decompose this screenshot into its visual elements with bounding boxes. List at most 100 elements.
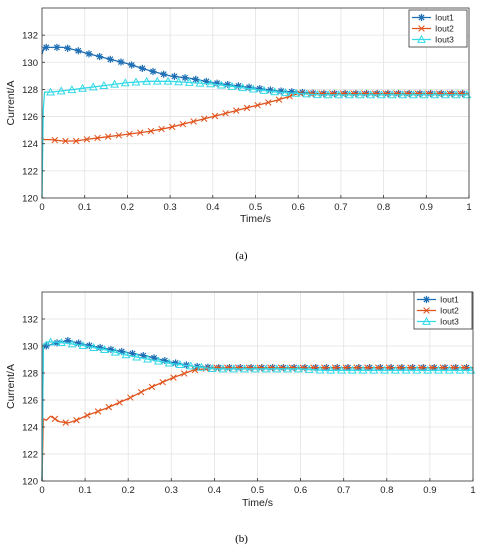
data-point [283, 364, 293, 373]
data-point [138, 64, 146, 72]
data-point [132, 352, 142, 361]
data-point [88, 82, 98, 91]
data-point [116, 399, 123, 406]
y-tick-label: 126 [22, 396, 38, 407]
legend-item-iout2: Iout2 [417, 306, 459, 316]
legend-item-iout3: Iout3 [417, 317, 459, 327]
data-point [191, 366, 199, 374]
data-point [181, 74, 189, 82]
legend-item-iout2: Iout2 [412, 24, 454, 34]
series-iout3 [41, 337, 476, 482]
data-point [126, 130, 133, 138]
data-point [100, 345, 109, 354]
data-point [117, 58, 125, 66]
data-point [201, 115, 208, 122]
data-point [321, 364, 328, 371]
data-point [428, 364, 436, 371]
data-point [94, 408, 102, 415]
data-point [364, 364, 371, 371]
x-tick-label: 0.9 [420, 202, 433, 213]
panel-a-caption: (a) [235, 250, 248, 262]
data-point [110, 347, 120, 356]
data-point [152, 76, 162, 85]
data-point [334, 90, 344, 99]
y-axis-label: Current/A [5, 364, 17, 409]
x-tick-label: 0 [39, 202, 44, 213]
data-point [270, 87, 280, 96]
data-point [451, 90, 461, 99]
data-point [434, 365, 443, 374]
data-point [115, 132, 123, 139]
data-point [186, 361, 196, 370]
data-point [139, 351, 147, 360]
data-point [128, 61, 136, 69]
data-point [56, 337, 66, 347]
y-tick-label: 128 [22, 85, 38, 96]
data-point [385, 364, 393, 371]
data-point [142, 76, 152, 85]
x-axis-label: Time/s [242, 497, 273, 509]
data-point [42, 342, 50, 350]
data-point [128, 349, 137, 358]
data-point [175, 360, 185, 369]
data-point [418, 364, 425, 371]
data-point [380, 365, 390, 374]
data-point [51, 415, 59, 423]
data-point [46, 87, 55, 96]
data-point [179, 120, 187, 128]
legend-marker [422, 316, 431, 325]
data-point [94, 134, 101, 142]
data-point [143, 354, 153, 363]
data-point [78, 83, 88, 92]
x-tick-label: 0.3 [165, 485, 178, 496]
data-point [256, 85, 264, 93]
y-tick-label: 122 [22, 450, 38, 461]
x-tick-label: 0.4 [206, 202, 219, 213]
y-tick-label: 132 [22, 31, 38, 42]
data-point [387, 90, 397, 99]
data-point [67, 339, 77, 348]
x-tick-label: 0.1 [78, 485, 91, 496]
data-point [430, 90, 440, 99]
x-tick-label: 1 [470, 485, 475, 496]
data-point [96, 52, 104, 61]
legend-label: Iout1 [435, 13, 454, 23]
series-line [41, 366, 473, 482]
data-point [170, 72, 178, 80]
data-point [358, 365, 368, 374]
data-point [85, 50, 93, 58]
data-point [277, 87, 285, 95]
data-point [207, 364, 217, 373]
data-point [137, 388, 145, 396]
data-point [172, 359, 180, 367]
data-point [240, 364, 250, 373]
data-point [293, 364, 303, 373]
data-point [184, 77, 194, 86]
data-point [280, 88, 290, 97]
data-point [190, 118, 197, 125]
data-point [72, 137, 80, 145]
y-tick-label: 130 [22, 342, 38, 353]
legend-marker [417, 34, 426, 43]
data-point [161, 356, 169, 365]
data-point [192, 75, 200, 83]
data-point [261, 364, 271, 373]
data-point [105, 403, 113, 411]
data-point [224, 80, 232, 89]
data-point [377, 90, 386, 99]
data-point [374, 364, 382, 371]
data-point [344, 90, 354, 99]
data-point [355, 90, 365, 99]
legend-label: Iout1 [440, 295, 459, 305]
data-point [121, 350, 131, 359]
data-point [396, 364, 403, 371]
data-point [42, 43, 50, 51]
legend-marker [422, 295, 431, 304]
data-point [342, 364, 350, 371]
data-point [150, 354, 158, 362]
x-tick-label: 0.8 [377, 202, 390, 213]
data-point [73, 417, 80, 424]
data-point [302, 89, 312, 98]
